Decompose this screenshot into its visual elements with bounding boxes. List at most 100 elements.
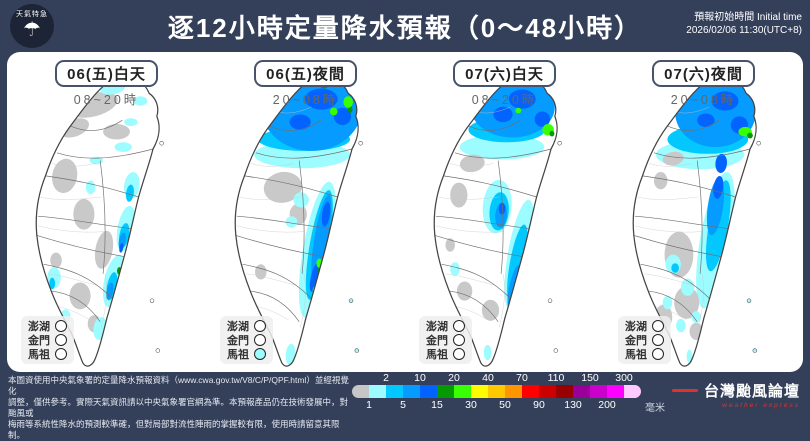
island-rain-indicator xyxy=(254,334,266,346)
island-rain-indicator xyxy=(453,348,465,360)
header: 天氣特急 ☂ 逐12小時定量降水預報（0～48小時） 預報初始時間 Initia… xyxy=(0,0,810,52)
island-row: 金門 xyxy=(227,333,266,347)
color-scale-tick: 130 xyxy=(564,399,582,411)
island-row: 馬祖 xyxy=(625,347,664,361)
umbrella-icon: ☂ xyxy=(23,19,41,41)
color-scale-segment xyxy=(352,385,369,398)
island-rain-indicator xyxy=(652,320,664,332)
color-scale-segment xyxy=(607,385,624,398)
color-scale-segment xyxy=(573,385,590,398)
island-name: 馬祖 xyxy=(426,349,448,361)
disclaimer-line: 梅雨等系統性降水的預測較準確，但對局部對流性陣雨的掌握較有限，使用時請留意其限制… xyxy=(8,419,340,440)
disclaimer-line: 本圖資使用中央氣象署的定量降水預報資料（www.cwa.gov.tw/V8/C/… xyxy=(8,375,349,396)
island-name: 澎湖 xyxy=(227,321,249,333)
island-rain-indicator xyxy=(254,320,266,332)
island-rain-indicator xyxy=(55,348,67,360)
island-name: 金門 xyxy=(426,335,448,347)
color-scale-tick: 110 xyxy=(547,372,565,384)
island-row: 馬祖 xyxy=(426,347,465,361)
color-scale-segment xyxy=(386,385,403,398)
island-name: 金門 xyxy=(28,335,50,347)
panel-day2-day: 07(六)白天 08~20時 澎湖 金門 馬祖 xyxy=(405,52,604,372)
color-scale-unit: 毫米 xyxy=(645,403,665,414)
color-scale-segment xyxy=(471,385,488,398)
panel-time-range: 20~08時 xyxy=(670,93,737,107)
panel-time-range: 08~20時 xyxy=(73,93,140,107)
island-name: 澎湖 xyxy=(426,321,448,333)
brand-subtitle: weather express xyxy=(722,402,800,409)
taiwan-rain-map xyxy=(407,72,599,370)
color-scale-segment xyxy=(505,385,522,398)
panel-header: 06(五)白天 08~20時 xyxy=(7,52,206,108)
panel-label-badge: 06(五)夜間 xyxy=(254,60,357,87)
color-scale-tick: 70 xyxy=(516,372,528,384)
panel-day1-day: 06(五)白天 08~20時 澎湖 金門 馬祖 xyxy=(7,52,206,372)
color-scale-segment xyxy=(522,385,539,398)
panel-label-badge: 06(五)白天 xyxy=(55,60,158,87)
island-row: 澎湖 xyxy=(625,319,664,333)
panel-time-range: 08~20時 xyxy=(471,93,538,107)
island-rain-indicator xyxy=(55,320,67,332)
island-rain-indicator xyxy=(652,334,664,346)
offshore-islands-legend: 澎湖 金門 馬祖 xyxy=(618,316,671,364)
color-scale-tick: 150 xyxy=(581,372,599,384)
initial-time-value: 2026/02/06 11:30(UTC+8) xyxy=(686,25,802,36)
panel-day1-night: 06(五)夜間 20~08時 澎湖 金門 馬祖 xyxy=(206,52,405,372)
brand-red-line xyxy=(671,389,698,392)
color-scale-tick: 15 xyxy=(431,399,443,411)
color-scale-segment xyxy=(437,385,454,398)
island-rain-indicator xyxy=(453,320,465,332)
color-scale-segment xyxy=(556,385,573,398)
color-scale-tick: 20 xyxy=(448,372,460,384)
island-name: 澎湖 xyxy=(28,321,50,333)
island-row: 金門 xyxy=(426,333,465,347)
island-rain-indicator xyxy=(652,348,664,360)
island-name: 金門 xyxy=(625,335,647,347)
island-row: 馬祖 xyxy=(227,347,266,361)
taiwan-rain-map xyxy=(9,72,201,370)
footer-brand: 台灣颱風論壇 weather express xyxy=(671,380,800,409)
island-row: 澎湖 xyxy=(28,319,67,333)
island-row: 澎湖 xyxy=(227,319,266,333)
taiwan-rain-map xyxy=(208,72,400,370)
color-scale-segment xyxy=(624,385,641,398)
color-scale-segment xyxy=(590,385,607,398)
brand-name: 台灣颱風論壇 xyxy=(703,383,800,400)
disclaimer-line: 調整，僅供參考。實際天氣資訊請以中央氣象署官網為準。本預報產品仍在技術發展中，對… xyxy=(8,397,349,418)
panel-day2-night: 07(六)夜間 20~08時 澎湖 金門 馬祖 xyxy=(604,52,803,372)
color-scale-segment xyxy=(420,385,437,398)
island-name: 澎湖 xyxy=(625,321,647,333)
color-scale-segment xyxy=(369,385,386,398)
color-scale-tick: 2 xyxy=(383,372,389,384)
offshore-islands-legend: 澎湖 金門 馬祖 xyxy=(220,316,273,364)
offshore-islands-legend: 澎湖 金門 馬祖 xyxy=(419,316,472,364)
initial-time-label: 預報初始時間 Initial time xyxy=(694,12,802,23)
color-scale-tick: 40 xyxy=(482,372,494,384)
panel-header: 07(六)夜間 20~08時 xyxy=(604,52,803,108)
initial-time: 預報初始時間 Initial time 2026/02/06 11:30(UTC… xyxy=(686,11,802,37)
color-scale-tick: 90 xyxy=(533,399,545,411)
color-scale-segment xyxy=(403,385,420,398)
island-rain-indicator xyxy=(55,334,67,346)
island-name: 馬祖 xyxy=(227,349,249,361)
disclaimer-text: 本圖資使用中央氣象署的定量降水預報資料（www.cwa.gov.tw/V8/C/… xyxy=(8,375,354,441)
island-rain-indicator xyxy=(254,348,266,360)
forecast-sheet: 06(五)白天 08~20時 澎湖 金門 馬祖 06(五)夜間 20~08時 xyxy=(7,52,803,372)
color-scale-segment xyxy=(488,385,505,398)
color-scale-bar xyxy=(352,385,641,398)
weather-brand-logo: 天氣特急 ☂ xyxy=(10,4,54,48)
offshore-islands-legend: 澎湖 金門 馬祖 xyxy=(21,316,74,364)
panel-header: 07(六)白天 08~20時 xyxy=(405,52,604,108)
panel-label-badge: 07(六)白天 xyxy=(453,60,556,87)
color-scale-tick: 300 xyxy=(615,372,633,384)
color-scale-tick: 50 xyxy=(499,399,511,411)
panel-header: 06(五)夜間 20~08時 xyxy=(206,52,405,108)
island-row: 馬祖 xyxy=(28,347,67,361)
panel-time-range: 20~08時 xyxy=(272,93,339,107)
island-row: 金門 xyxy=(28,333,67,347)
island-name: 馬祖 xyxy=(28,349,50,361)
color-scale-segment xyxy=(539,385,556,398)
island-rain-indicator xyxy=(453,334,465,346)
page-title: 逐12小時定量降水預報（0～48小時） xyxy=(167,13,643,43)
color-scale-tick: 200 xyxy=(598,399,616,411)
